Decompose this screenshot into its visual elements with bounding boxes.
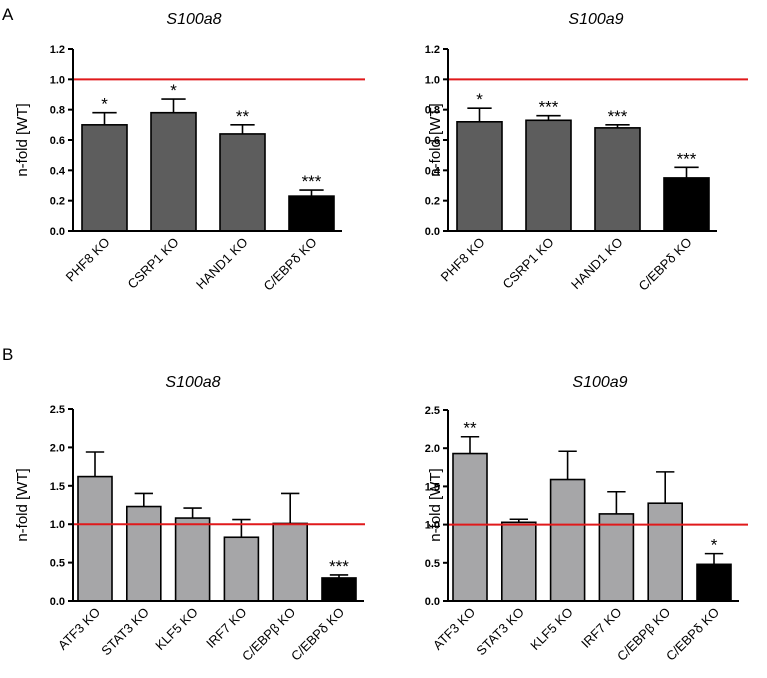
panel-label-a: A xyxy=(2,5,14,24)
y-axis-label: n-fold [WT] xyxy=(14,103,31,176)
chart-a-s100a8: S100a8 n-fold [WT] 0.0 0.2 0.4 0.6 0.8 1.0 1.2 * P… xyxy=(14,11,365,294)
chart-b-s100a8: S100a8 n-fold [WT] 0.0 0.5 1.0 1.5 2.0 2.5 ATF3 … xyxy=(14,374,365,664)
bar xyxy=(647,502,684,602)
bar xyxy=(174,517,211,602)
bar xyxy=(126,505,162,602)
category-label: STAT3 KO xyxy=(98,605,152,659)
y-tick-label: 2.5 xyxy=(50,404,65,416)
y-axis-label: n-fold [WT] xyxy=(14,468,31,541)
bar xyxy=(321,577,357,602)
y-tick-label: 0.0 xyxy=(425,596,440,608)
category-label: C/EBPδ KO xyxy=(635,235,694,294)
category-label: KLF5 KO xyxy=(527,605,575,653)
category-label: CSRP1 KO xyxy=(500,235,557,292)
significance-label: *** xyxy=(302,172,322,191)
significance-label: * xyxy=(476,90,483,109)
chart-title: S100a8 xyxy=(166,11,221,28)
significance-label: * xyxy=(711,536,718,555)
y-axis-label: n-fold [WT] xyxy=(427,103,444,176)
significance-label: *** xyxy=(329,557,349,576)
bar xyxy=(696,563,732,602)
category-label: IRF7 KO xyxy=(203,605,249,651)
bar xyxy=(81,124,128,232)
y-tick-label: 0.2 xyxy=(425,196,440,208)
y-tick-label: 2.0 xyxy=(425,443,440,455)
significance-label: * xyxy=(101,95,108,114)
y-tick-label: 2.5 xyxy=(425,405,440,417)
y-tick-label: 0.4 xyxy=(425,165,441,177)
y-tick-label: 0.8 xyxy=(425,105,440,117)
chart-title: S100a9 xyxy=(572,374,627,391)
bar xyxy=(594,127,641,232)
y-axis-label: n-fold [WT] xyxy=(427,468,444,541)
category-label: KLF5 KO xyxy=(152,605,200,653)
category-label: IRF7 KO xyxy=(578,605,624,651)
bar xyxy=(77,475,113,602)
significance-label: ** xyxy=(236,107,250,126)
bar xyxy=(272,522,309,602)
category-label: ATF3 KO xyxy=(55,605,103,653)
y-tick-label: 1.2 xyxy=(425,44,440,56)
panel-label-b: B xyxy=(2,345,13,364)
chart-b-s100a9: S100a9 n-fold [WT] 0.0 0.5 1.0 1.5 2.0 2.5 ** ATF… xyxy=(425,374,748,664)
significance-label: *** xyxy=(539,98,559,117)
y-tick-label: 0.0 xyxy=(50,226,65,238)
y-tick-label: 1.2 xyxy=(50,44,65,56)
category-label: C/EBPδ KO xyxy=(663,605,722,664)
y-tick-label: 0.6 xyxy=(50,135,65,147)
y-tick-label: 0.6 xyxy=(425,135,440,147)
bar xyxy=(223,536,260,602)
bar xyxy=(549,478,586,602)
y-tick-label: 0.4 xyxy=(50,165,66,177)
y-tick-label: 0.2 xyxy=(50,196,65,208)
category-label: STAT3 KO xyxy=(473,605,527,659)
y-tick-label: 0.8 xyxy=(50,105,65,117)
category-label: C/EBPδ KO xyxy=(260,235,319,294)
y-tick-label: 0.5 xyxy=(50,558,65,570)
category-label: PHF8 KO xyxy=(438,235,488,285)
bar xyxy=(598,513,635,602)
category-label: HAND1 KO xyxy=(193,235,251,293)
bar xyxy=(150,111,197,232)
chart-title: S100a8 xyxy=(165,374,220,391)
bar xyxy=(456,121,503,232)
chart-title: S100a9 xyxy=(568,11,623,28)
category-label: C/EBPδ KO xyxy=(288,605,347,664)
bar xyxy=(500,521,537,602)
significance-label: *** xyxy=(677,149,697,168)
y-tick-label: 0.0 xyxy=(425,226,440,238)
bar xyxy=(452,452,488,602)
chart-a-s100a9: S100a9 n-fold [WT] 0.0 0.2 0.4 0.6 0.8 1.0 1.2 * P… xyxy=(425,11,748,294)
y-tick-label: 0.5 xyxy=(425,558,440,570)
bar xyxy=(219,133,266,232)
significance-label: ** xyxy=(463,419,477,438)
y-tick-label: 0.0 xyxy=(50,596,65,608)
significance-label: * xyxy=(170,81,177,100)
bar xyxy=(663,177,710,232)
category-label: HAND1 KO xyxy=(568,235,626,293)
y-tick-label: 1.5 xyxy=(50,481,65,493)
y-tick-label: 1.0 xyxy=(425,520,440,532)
y-tick-label: 1.5 xyxy=(425,481,440,493)
bar xyxy=(288,195,335,232)
y-tick-label: 1.0 xyxy=(50,74,65,86)
y-tick-label: 2.0 xyxy=(50,442,65,454)
y-tick-label: 1.0 xyxy=(50,519,65,531)
significance-label: *** xyxy=(608,107,628,126)
category-label: PHF8 KO xyxy=(63,235,113,285)
category-label: ATF3 KO xyxy=(430,605,478,653)
bar xyxy=(525,119,572,232)
y-tick-label: 1.0 xyxy=(425,74,440,86)
category-label: CSRP1 KO xyxy=(125,235,182,292)
